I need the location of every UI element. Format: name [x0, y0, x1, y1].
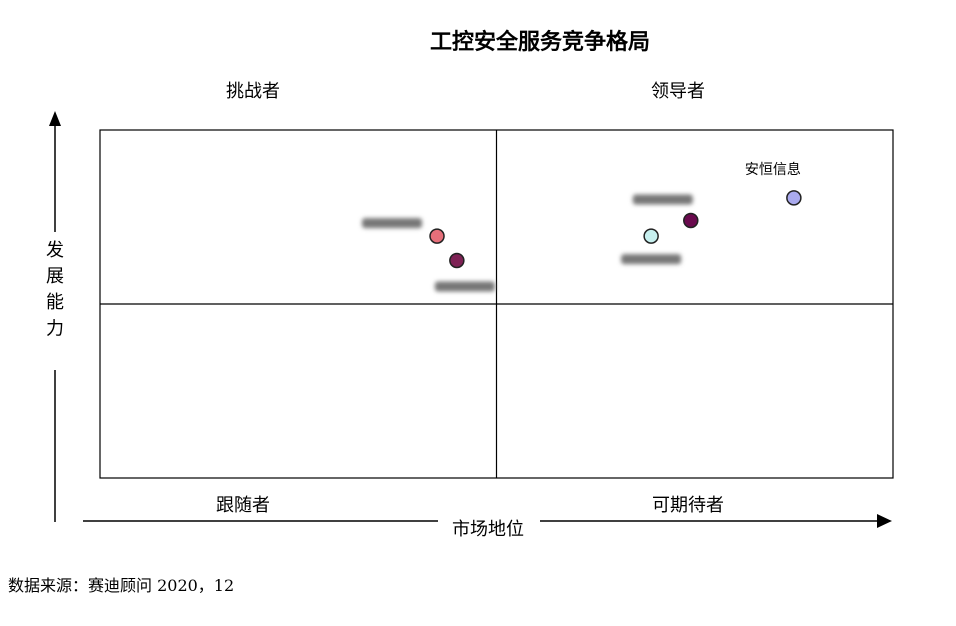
- obscured-point-label: [362, 218, 423, 229]
- data-point: [643, 228, 659, 244]
- source-note: 数据来源：赛迪顾问 2020，12: [8, 576, 234, 595]
- data-point: [786, 190, 802, 206]
- y-axis-arrowhead: [49, 111, 61, 126]
- x-axis-arrowhead: [877, 514, 892, 528]
- obscured-point-label: [621, 254, 682, 265]
- chart-title: 工控安全服务竞争格局: [430, 29, 650, 55]
- quadrant-label-bottom-left: 跟随者: [216, 495, 270, 516]
- data-point: [429, 228, 445, 244]
- obscured-point-label: [632, 194, 693, 205]
- data-points: 安恒信息: [362, 161, 802, 292]
- data-point-label: 安恒信息: [745, 161, 801, 178]
- obscured-point-label: [434, 281, 495, 292]
- quadrant-label-top-right: 领导者: [651, 81, 705, 102]
- x-axis-label: 市场地位: [452, 519, 524, 540]
- data-point: [449, 252, 465, 269]
- quadrant-label-bottom-right: 可期待者: [652, 495, 724, 516]
- quadrant-label-top-left: 挑战者: [226, 81, 280, 102]
- y-axis-label: 发展能力: [46, 240, 64, 339]
- data-point: [683, 212, 699, 229]
